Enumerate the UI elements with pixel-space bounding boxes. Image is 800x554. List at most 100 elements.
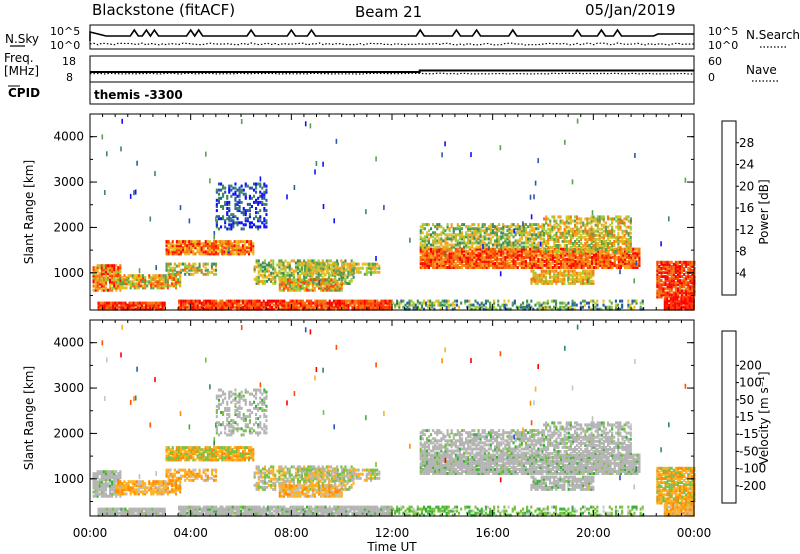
power-cell — [660, 260, 663, 264]
power-cell — [421, 239, 424, 243]
power-cell — [689, 279, 692, 283]
power-cell — [687, 287, 690, 291]
power-cell — [408, 301, 411, 305]
power-cell — [627, 233, 630, 237]
power-cell — [574, 244, 577, 247]
power-cell — [572, 263, 575, 267]
power-cell — [115, 284, 118, 288]
power-cell — [563, 223, 566, 227]
power-cell — [213, 242, 216, 246]
power-cell — [237, 250, 240, 254]
power-cell — [353, 264, 356, 268]
power-cell — [283, 301, 286, 305]
power-cell — [194, 242, 197, 246]
power-cell — [586, 273, 589, 277]
power-cell — [522, 249, 525, 253]
power-cell — [446, 245, 449, 249]
power-cell — [171, 250, 174, 254]
power-cell — [599, 263, 602, 267]
power-cell — [225, 303, 228, 307]
power-cell — [496, 253, 499, 257]
power-cell — [427, 257, 430, 261]
power-cell — [580, 217, 583, 221]
power-cell — [627, 215, 630, 219]
power-cell — [690, 301, 693, 305]
power-cell — [559, 269, 562, 273]
power-cell — [483, 223, 486, 227]
power-cell — [687, 289, 690, 293]
power-cell — [388, 307, 391, 311]
power-cell — [670, 301, 673, 305]
power-cell — [617, 263, 620, 267]
power-cell — [167, 242, 170, 246]
power-cell — [632, 253, 635, 257]
power-cell — [242, 305, 245, 309]
power-cell — [499, 271, 502, 277]
power-cell — [594, 301, 597, 305]
power-cell — [569, 250, 572, 254]
power-cell — [432, 257, 435, 261]
power-cell — [551, 269, 554, 273]
power-cell — [140, 305, 143, 309]
power-cell — [588, 281, 591, 285]
power-cell — [436, 247, 439, 251]
power-cell — [616, 307, 619, 311]
power-cell — [537, 158, 539, 164]
power-cell — [202, 264, 205, 268]
power-cell — [500, 251, 503, 255]
power-cell — [636, 247, 639, 251]
power-cell — [363, 303, 366, 307]
power-cell — [274, 269, 277, 273]
power-cell — [545, 259, 548, 263]
power-cell — [434, 257, 437, 261]
power-cell — [104, 270, 107, 274]
power-cell — [594, 244, 597, 247]
power-cell — [450, 237, 453, 241]
power-cell — [524, 237, 527, 241]
power-cell — [297, 280, 300, 284]
power-cell — [320, 266, 323, 270]
power-cell — [557, 271, 560, 275]
power-cell — [291, 301, 294, 305]
power-cell — [514, 249, 517, 253]
power-cell — [100, 268, 103, 272]
power-cell — [182, 305, 185, 309]
power-cell — [257, 217, 260, 221]
power-cell — [263, 196, 266, 200]
power-cell — [689, 268, 692, 272]
power-cell — [204, 303, 207, 307]
power-cell — [528, 305, 531, 309]
power-cell — [541, 231, 544, 235]
power-cell — [166, 286, 169, 290]
power-cell — [586, 223, 589, 227]
power-cell — [310, 299, 313, 303]
power-cell — [567, 239, 570, 243]
power-cell — [665, 299, 668, 303]
power-cell — [442, 253, 445, 257]
power-cell — [351, 307, 354, 311]
power-cell — [165, 262, 168, 266]
freq-unit: [MHz] — [4, 64, 39, 78]
power-cell — [202, 242, 205, 246]
power-cell — [687, 262, 690, 266]
power-cell — [534, 273, 537, 277]
power-cell — [658, 281, 661, 285]
power-cell — [485, 249, 488, 253]
power-cell — [617, 248, 620, 252]
power-cell — [338, 282, 341, 286]
power-cell — [575, 303, 578, 307]
power-cell — [600, 215, 603, 219]
power-cell — [475, 263, 478, 267]
power-cell — [580, 253, 583, 257]
power-cell — [670, 297, 673, 301]
power-cell — [514, 259, 517, 263]
power-cell — [479, 227, 482, 231]
power-cell — [434, 225, 437, 229]
power-cell — [664, 279, 667, 283]
power-cell — [179, 282, 182, 286]
power-cell — [192, 242, 195, 246]
power-cell — [613, 261, 616, 265]
power-cell — [563, 244, 566, 247]
power-cell — [257, 182, 260, 186]
power-cell — [240, 303, 243, 307]
